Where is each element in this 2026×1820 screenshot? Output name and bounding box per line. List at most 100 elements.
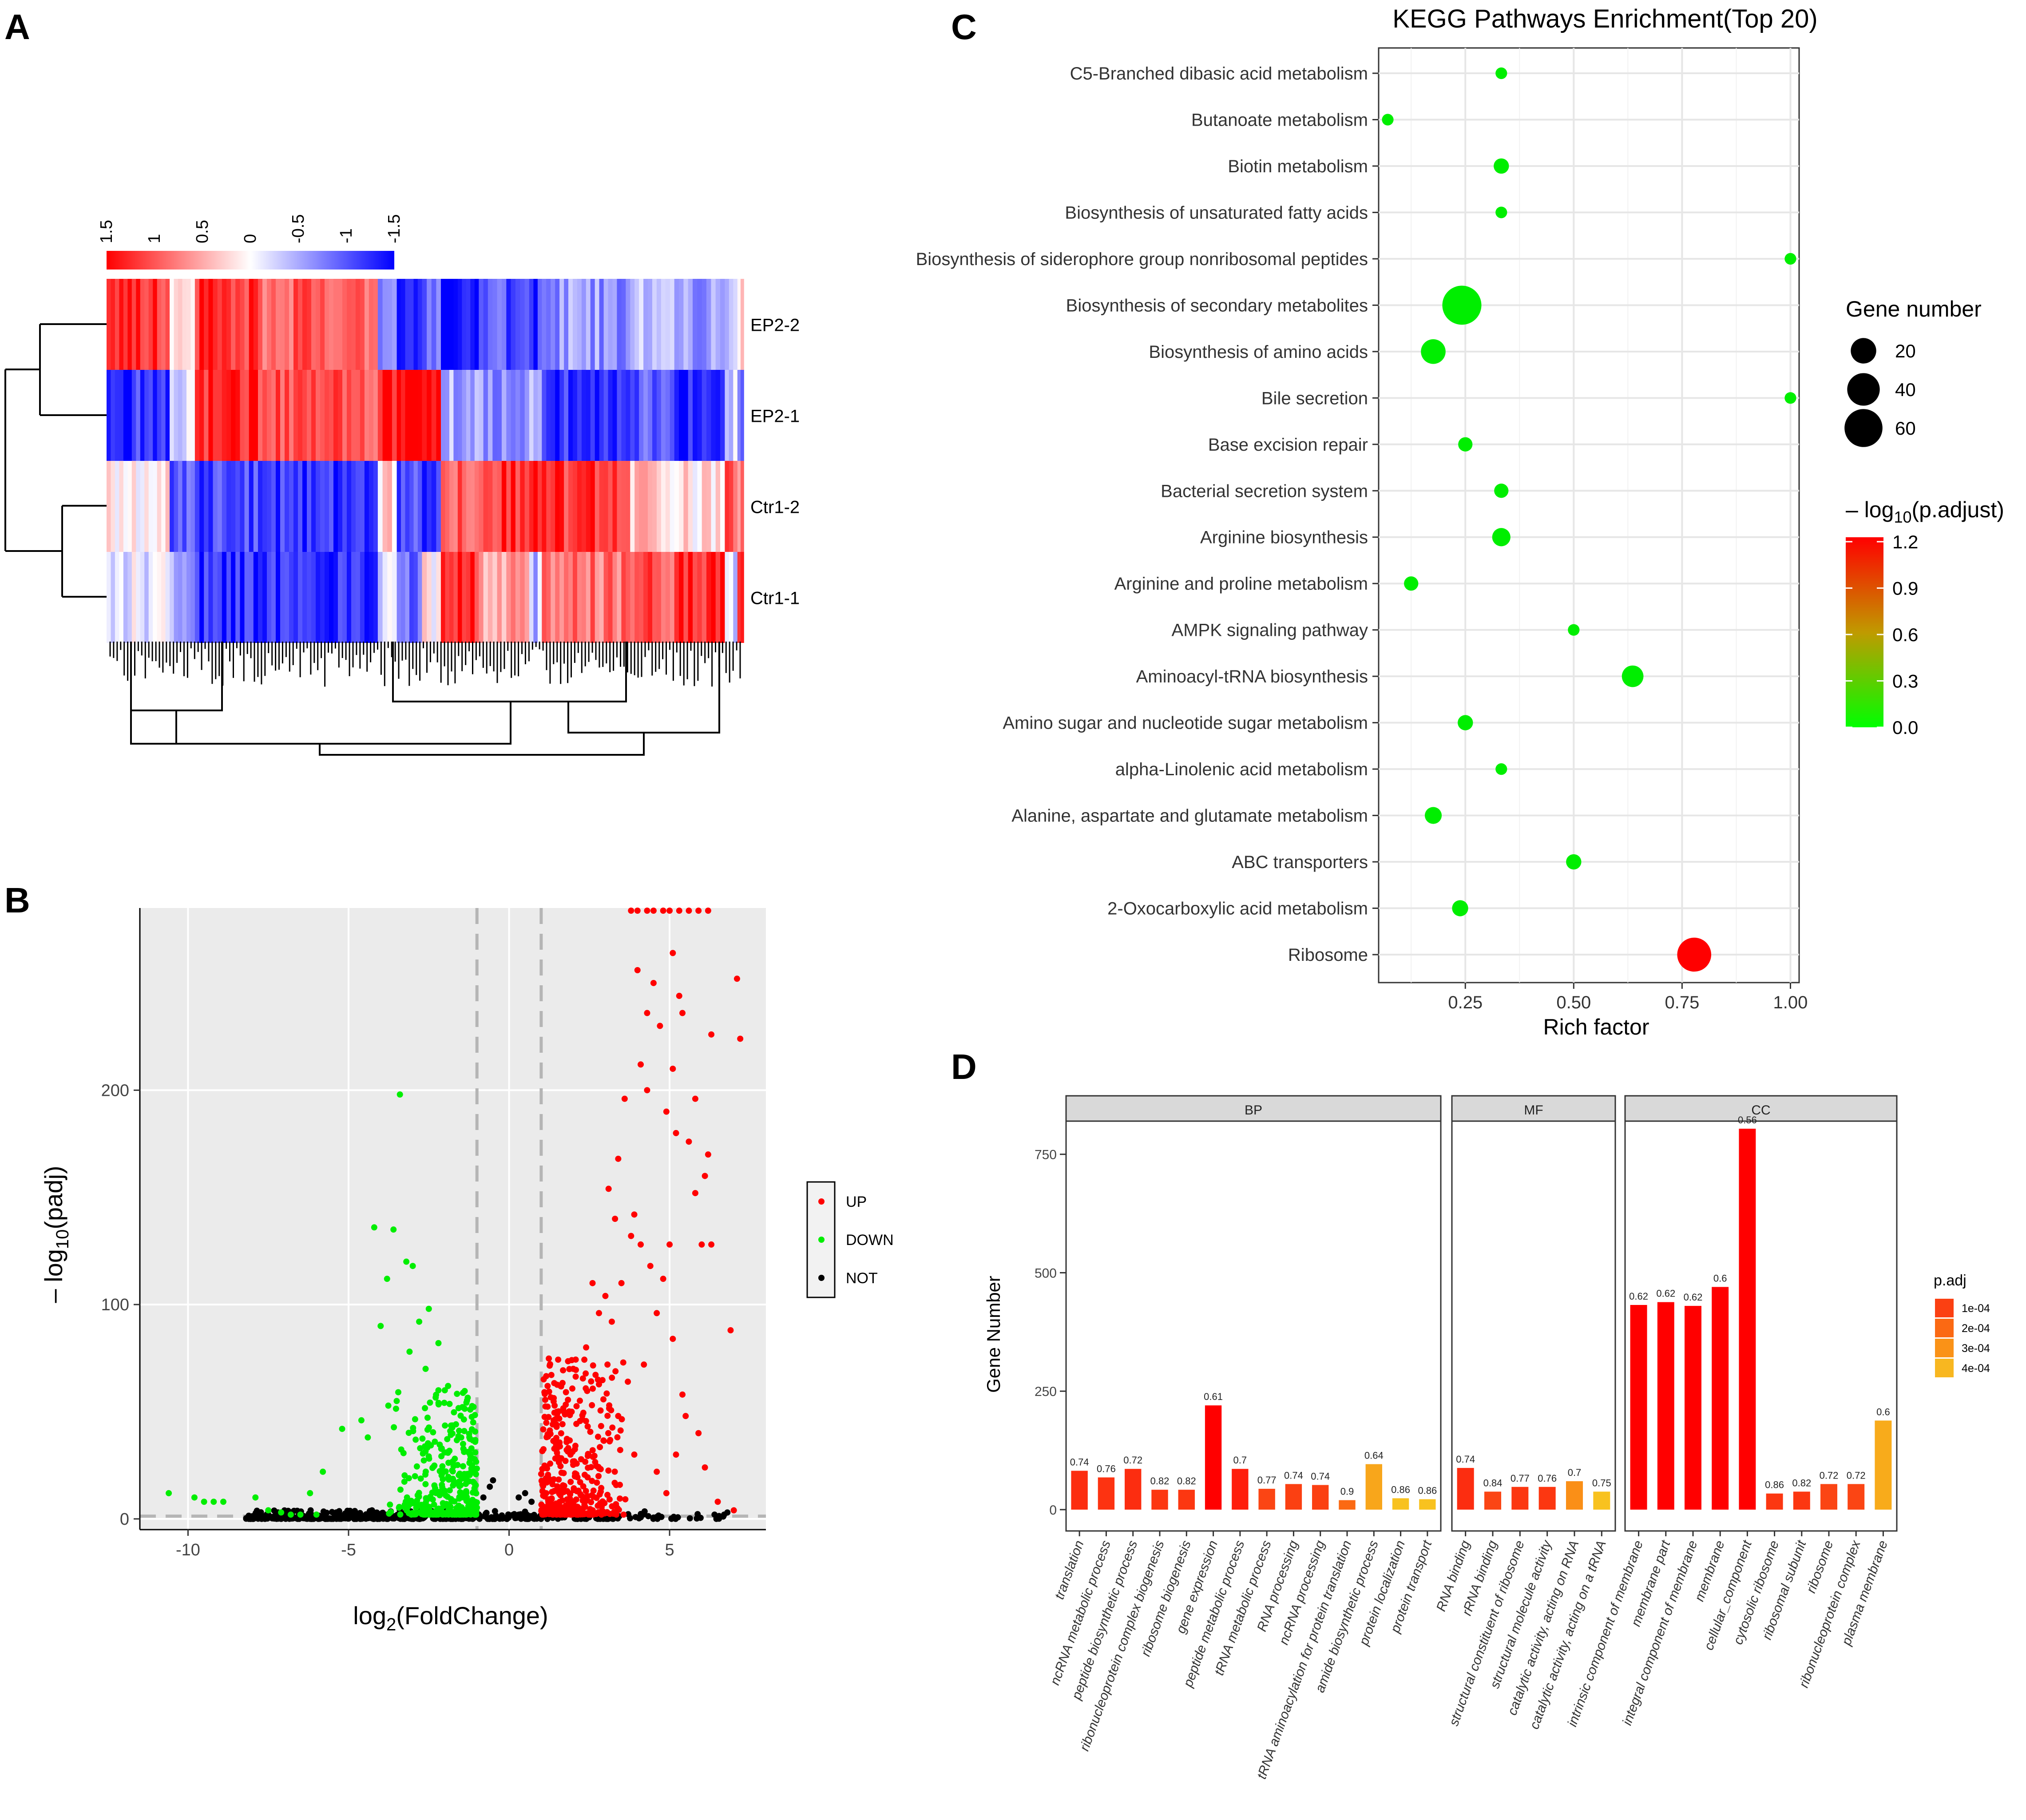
up-point: [553, 1500, 559, 1507]
heatmap-cell: [222, 279, 227, 370]
heatmap-cell: [217, 552, 222, 643]
down-point: [414, 1497, 420, 1504]
heatmap-cell: [729, 461, 734, 552]
heatmap-cell: [474, 279, 480, 370]
heatmap-cell: [338, 552, 343, 643]
heatmap-cell: [702, 279, 707, 370]
heatmap-cell: [148, 461, 153, 552]
up-point: [547, 1362, 553, 1369]
heatmap-cell: [599, 461, 604, 552]
go-bar: [1365, 1464, 1382, 1510]
heatmap-cell: [470, 552, 475, 643]
up-point: [617, 1427, 624, 1434]
heatmap-cell: [115, 461, 120, 552]
heatmap-cell: [131, 552, 137, 643]
heatmap-cell: [320, 461, 325, 552]
heatmap-cell: [479, 279, 484, 370]
heatmap-cell: [157, 279, 162, 370]
up-point-capped: [676, 908, 682, 914]
heatmap-cell: [190, 370, 195, 461]
up-point: [543, 1465, 549, 1471]
up-point: [654, 1310, 660, 1316]
heatmap-cell: [501, 279, 507, 370]
up-point: [604, 1491, 611, 1498]
up-point: [567, 1491, 573, 1498]
not-point: [487, 1483, 493, 1490]
heatmap-cell: [599, 279, 604, 370]
down-point: [391, 1424, 397, 1431]
up-point: [584, 1423, 591, 1430]
kegg-pathway-label: Bacterial secretion system: [1161, 481, 1368, 501]
up-point: [611, 1468, 618, 1475]
go-bar: [1630, 1305, 1647, 1510]
up-point: [565, 1396, 571, 1403]
up-point: [579, 1412, 586, 1419]
heatmap-cell: [488, 461, 493, 552]
heatmap-cell: [524, 552, 530, 643]
up-point: [583, 1385, 589, 1392]
heatmap-cell: [178, 461, 183, 552]
heatmap-cell: [537, 552, 543, 643]
not-point: [371, 1510, 378, 1517]
heatmap-cell: [457, 552, 463, 643]
up-point: [597, 1444, 603, 1451]
up-point: [663, 1490, 670, 1496]
heatmap-cell: [630, 370, 635, 461]
down-point: [422, 1365, 429, 1372]
down-point: [454, 1391, 460, 1397]
down-point: [449, 1509, 456, 1515]
heatmap-cell: [643, 279, 648, 370]
up-point: [571, 1485, 577, 1491]
go-bar-label: 0.76: [1538, 1473, 1557, 1484]
up-point: [634, 967, 641, 973]
heatmap-cell: [347, 552, 352, 643]
up-point: [563, 1401, 569, 1408]
not-point: [321, 1515, 327, 1521]
heatmap-cell: [204, 552, 209, 643]
heatmap-cell: [355, 461, 361, 552]
not-point: [686, 1515, 693, 1522]
heatmap-cell: [235, 370, 241, 461]
down-point: [442, 1501, 448, 1508]
heatmap-cell: [511, 552, 516, 643]
heatmap-cell: [325, 279, 329, 370]
up-point: [579, 1375, 586, 1382]
heatmap-cell: [720, 279, 726, 370]
down-point: [417, 1445, 424, 1451]
heatmap-cell: [190, 552, 195, 643]
heatmap-cell: [546, 461, 551, 552]
heatmap-cell: [226, 461, 231, 552]
heatmap-cell: [740, 370, 744, 461]
heatmap-cell: [702, 461, 707, 552]
up-point: [714, 1499, 721, 1505]
down-point: [201, 1499, 207, 1505]
heatmap-cell: [194, 370, 200, 461]
not-point: [357, 1513, 364, 1520]
heatmap-cell: [136, 461, 141, 552]
heatmap-cell: [157, 461, 162, 552]
up-point: [549, 1421, 556, 1427]
go-bar-label: 0.86: [1391, 1484, 1410, 1495]
heatmap-cell: [520, 461, 525, 552]
down-point: [449, 1430, 456, 1437]
heatmap-cell: [725, 370, 730, 461]
heatmap-cell: [462, 279, 467, 370]
heatmap-cell: [599, 552, 604, 643]
not-point: [329, 1515, 336, 1522]
heatmap-cell: [612, 279, 618, 370]
not-point: [625, 1511, 631, 1518]
go-legend-label: 2e-04: [1962, 1322, 1990, 1335]
heatmap-cell: [240, 552, 245, 643]
up-point: [554, 1381, 560, 1388]
heatmap-cell: [670, 461, 675, 552]
up-point: [588, 1492, 595, 1499]
heatmap-cell: [573, 552, 578, 643]
heatmap-cell: [546, 370, 551, 461]
heatmap-cell: [136, 279, 141, 370]
heatmap-cell: [123, 461, 128, 552]
up-point: [686, 1138, 692, 1145]
heatmap-cell: [178, 279, 183, 370]
heatmap-cell: [405, 279, 410, 370]
heatmap-cell: [652, 279, 657, 370]
heatmap-cell: [453, 370, 458, 461]
